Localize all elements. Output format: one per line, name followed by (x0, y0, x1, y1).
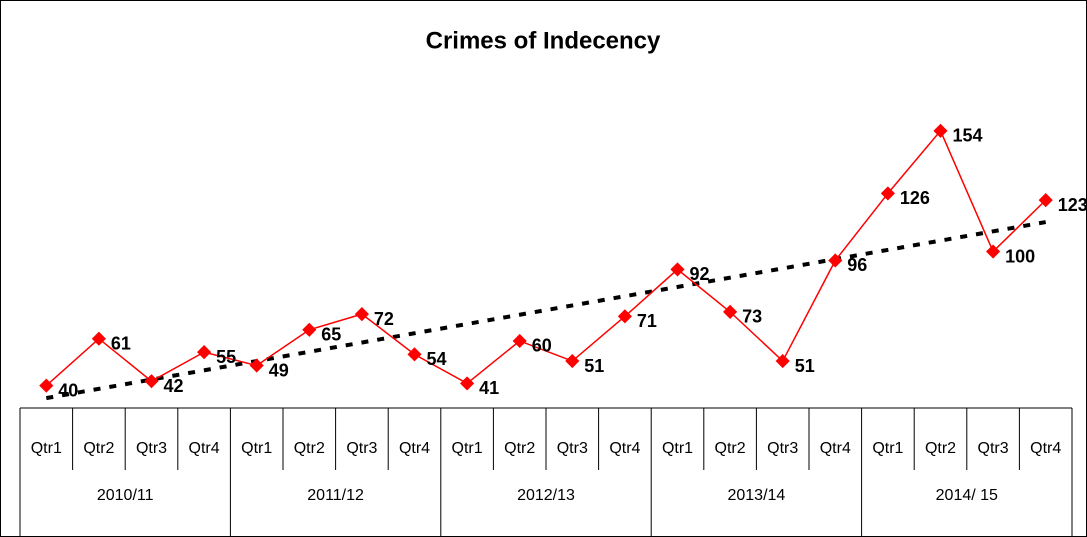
data-label: 71 (637, 311, 657, 331)
x-tick-label: Qtr2 (715, 440, 746, 457)
data-line (45, 129, 1047, 387)
x-tick-label: Qtr2 (504, 440, 535, 457)
data-point (933, 123, 948, 138)
data-point (670, 262, 685, 277)
x-tick-label: Qtr2 (294, 440, 325, 457)
data-label: 126 (900, 188, 930, 208)
data-label: 54 (427, 349, 447, 369)
data-point (39, 378, 54, 393)
data-point (880, 186, 895, 201)
data-label: 100 (1005, 246, 1035, 266)
x-tick-label: Qtr1 (241, 440, 272, 457)
data-point (723, 304, 738, 319)
x-tick-label: Qtr3 (978, 440, 1009, 457)
x-tick-label: Qtr2 (83, 440, 114, 457)
data-point (144, 374, 159, 389)
group-label: 2011/12 (307, 487, 364, 504)
group-label: 2013/14 (727, 487, 785, 504)
x-tick-label: Qtr2 (925, 440, 956, 457)
data-label: 41 (479, 378, 499, 398)
x-tick-label: Qtr4 (609, 440, 640, 457)
data-label: 92 (690, 264, 710, 284)
x-tick-label: Qtr3 (136, 440, 167, 457)
x-tick-label: Qtr4 (1030, 440, 1061, 457)
data-label: 51 (584, 356, 604, 376)
x-tick-label: Qtr1 (662, 440, 693, 457)
data-label: 51 (795, 356, 815, 376)
data-label: 40 (58, 380, 78, 400)
chart-title: Crimes of Indecency (426, 27, 661, 54)
data-point (617, 309, 632, 324)
data-label: 60 (532, 336, 552, 356)
data-label: 73 (742, 307, 762, 327)
data-label: 42 (164, 376, 184, 396)
x-tick-label: Qtr1 (31, 440, 62, 457)
data-point (302, 322, 317, 337)
group-label: 2012/13 (517, 487, 575, 504)
data-point (460, 376, 475, 391)
x-tick-label: Qtr3 (767, 440, 798, 457)
data-label: 123 (1058, 195, 1087, 215)
data-point (354, 307, 369, 322)
data-point (512, 333, 527, 349)
group-label: 2014/ 15 (936, 487, 998, 504)
data-point (986, 244, 1001, 259)
data-label: 154 (953, 126, 983, 146)
data-point (407, 347, 422, 362)
data-label: 72 (374, 309, 394, 329)
data-point (565, 353, 580, 369)
data-point (775, 353, 790, 369)
data-point (828, 253, 843, 268)
x-tick-label: Qtr1 (872, 440, 903, 457)
data-label: 61 (111, 333, 131, 353)
data-label: 96 (847, 255, 867, 275)
x-tick-label: Qtr1 (452, 440, 483, 457)
data-point (197, 345, 212, 360)
data-label: 65 (321, 325, 341, 345)
data-point (1038, 193, 1053, 208)
data-point (249, 358, 264, 373)
data-point (91, 331, 106, 346)
data-label: 49 (269, 360, 289, 380)
data-label: 55 (216, 347, 236, 367)
x-tick-label: Qtr4 (399, 440, 430, 457)
group-label: 2010/11 (97, 487, 154, 504)
x-tick-label: Qtr3 (557, 440, 588, 457)
x-tick-label: Qtr4 (189, 440, 220, 457)
x-tick-label: Qtr3 (346, 440, 377, 457)
x-tick-label: Qtr4 (820, 440, 851, 457)
